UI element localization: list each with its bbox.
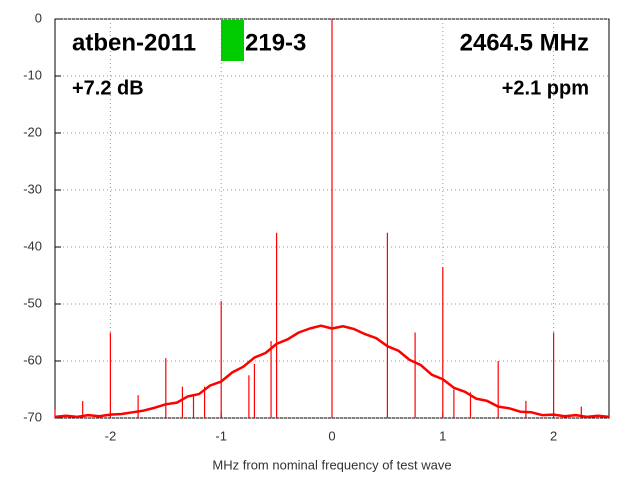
x-tick-label: -1: [215, 428, 227, 443]
x-tick-label: -2: [105, 428, 117, 443]
title-left-suffix: 219-3: [245, 29, 306, 56]
x-axis-label: MHz from nominal frequency of test wave: [212, 457, 451, 472]
y-tick-label: -60: [23, 352, 42, 367]
y-tick-label: -40: [23, 238, 42, 253]
x-tick-label: 1: [439, 428, 446, 443]
gain: +7.2 dB: [72, 77, 144, 99]
frequency: 2464.5 MHz: [460, 29, 589, 56]
marker-box: [221, 20, 244, 61]
y-tick-label: -50: [23, 295, 42, 310]
y-tick-label: -20: [23, 124, 42, 139]
y-tick-label: -10: [23, 67, 42, 82]
y-tick-label: -70: [23, 409, 42, 424]
noise-floor: [54, 324, 610, 419]
x-tick-label: 2: [550, 428, 557, 443]
y-tick-label: 0: [35, 10, 42, 25]
x-tick-label: 0: [328, 428, 335, 443]
offset: +2.1 ppm: [502, 77, 589, 99]
y-tick-label: -30: [23, 181, 42, 196]
title-left: atben-2011: [72, 29, 196, 56]
marks: [54, 19, 610, 419]
